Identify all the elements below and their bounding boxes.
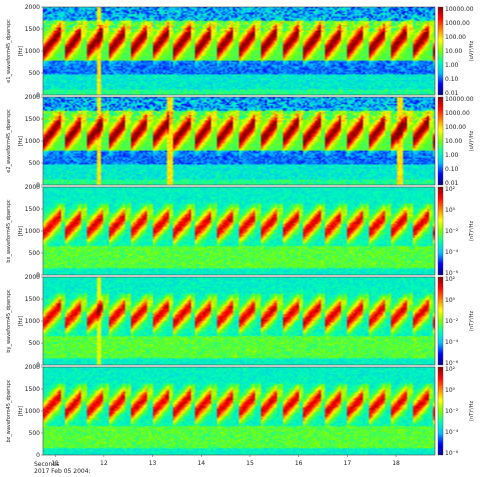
y-tick-label: 0 xyxy=(36,182,40,189)
colorbar xyxy=(437,186,444,276)
colorbar-unit-label: (uV)²/Hz xyxy=(469,130,475,151)
colorbar xyxy=(437,6,444,96)
colorbar-tick-label: 0.01 xyxy=(445,90,459,97)
colorbar-tick-label: 10⁻⁶ xyxy=(445,450,459,457)
spectrogram-panel-image xyxy=(43,7,435,95)
colorbar-tick-label: 10000.00 xyxy=(445,6,474,13)
colorbar xyxy=(437,366,444,456)
colorbar-tick-label: 1000.00 xyxy=(445,20,470,27)
colorbar-tick-label: 10⁻⁶ xyxy=(445,270,459,277)
x-tick-label: 13 xyxy=(149,460,157,467)
colorbar-tick-label: 10.00 xyxy=(445,138,462,145)
x-tick-label: 12 xyxy=(100,460,108,467)
x-tick-label: 18 xyxy=(392,460,400,467)
spectrogram-panel-image xyxy=(43,97,435,185)
spectrogram-panel-image xyxy=(43,367,435,455)
colorbar-tick-label: 1000.00 xyxy=(445,110,470,117)
colorbar-tick-label: 1.00 xyxy=(445,152,459,159)
colorbar-tick-label: 10⁻⁴ xyxy=(445,339,459,346)
colorbar-tick-label: 10⁻² xyxy=(445,408,459,415)
y-axis-label: [Hz] xyxy=(18,136,24,146)
panel-name-label: bx_waveform45_dpwrspc xyxy=(6,199,12,263)
y-axis-label: [Hz] xyxy=(18,406,24,416)
colorbar-tick-label: 10.00 xyxy=(445,48,462,55)
colorbar-tick-label: 10² xyxy=(445,186,456,193)
y-tick-label: 0 xyxy=(36,272,40,279)
y-tick-label: 2000 xyxy=(25,94,40,101)
x-tick-label: 16 xyxy=(295,460,303,467)
colorbar-tick-label: 0.01 xyxy=(445,180,459,187)
colorbar-unit-label: (nT)²/Hz xyxy=(469,401,475,422)
y-tick-label: 2000 xyxy=(25,274,40,281)
y-tick-label: 1000 xyxy=(25,318,40,325)
x-axis-date: 2017 Feb 05 2004: xyxy=(34,468,91,475)
colorbar xyxy=(437,276,444,366)
x-tick-label: 17 xyxy=(344,460,352,467)
y-tick-label: 1500 xyxy=(25,116,40,123)
y-axis-label: [Hz] xyxy=(18,316,24,326)
x-axis-title: Seconds xyxy=(34,461,60,468)
spectrogram-panel-image xyxy=(43,187,435,275)
y-tick-label: 2000 xyxy=(25,184,40,191)
colorbar-unit-label: (nT)²/Hz xyxy=(469,221,475,242)
colorbar-tick-label: 10⁻⁶ xyxy=(445,360,459,367)
panel-name-label: e1_waveform45_dpwrspc xyxy=(6,19,12,83)
y-tick-label: 1500 xyxy=(25,26,40,33)
colorbar-tick-label: 100.00 xyxy=(445,34,466,41)
panel-name-label: bz_waveform45_dpwrspc xyxy=(6,379,12,442)
panel-name-label: e2_waveform45_dpwrspc xyxy=(6,109,12,173)
colorbar-tick-label: 10⁰ xyxy=(445,207,456,214)
y-tick-label: 1500 xyxy=(25,386,40,393)
colorbar-unit-label: (uV)²/Hz xyxy=(469,40,475,61)
colorbar-tick-label: 100.00 xyxy=(445,124,466,131)
y-tick-label: 1000 xyxy=(25,138,40,145)
colorbar-tick-label: 1.00 xyxy=(445,62,459,69)
y-tick-label: 500 xyxy=(29,250,41,257)
y-tick-label: 500 xyxy=(29,340,41,347)
y-tick-label: 500 xyxy=(29,430,41,437)
colorbar-tick-label: 10² xyxy=(445,276,456,283)
y-tick-label: 2000 xyxy=(25,364,40,371)
colorbar-tick-label: 0.10 xyxy=(445,76,459,83)
colorbar-tick-label: 10⁰ xyxy=(445,297,456,304)
y-tick-label: 500 xyxy=(29,70,41,77)
colorbar-tick-label: 10⁻⁴ xyxy=(445,249,459,256)
colorbar-tick-label: 10⁻² xyxy=(445,318,459,325)
colorbar-tick-label: 10⁻² xyxy=(445,228,459,235)
y-tick-label: 2000 xyxy=(25,4,40,11)
y-tick-label: 1000 xyxy=(25,408,40,415)
colorbar-tick-label: 10000.00 xyxy=(445,96,474,103)
panel-name-label: by_waveform45_dpwrspc xyxy=(6,289,12,353)
colorbar-tick-label: 10² xyxy=(445,366,456,373)
x-tick-label: 14 xyxy=(197,460,205,467)
y-tick-label: 500 xyxy=(29,160,41,167)
colorbar-unit-label: (nT)²/Hz xyxy=(469,311,475,332)
y-tick-label: 0 xyxy=(36,362,40,369)
y-tick-label: 0 xyxy=(36,452,40,459)
colorbar-tick-label: 10⁻⁴ xyxy=(445,429,459,436)
x-tick-label: 11 xyxy=(51,460,59,467)
y-tick-label: 1500 xyxy=(25,296,40,303)
y-axis-label: [Hz] xyxy=(18,226,24,236)
spectrogram-panel-image xyxy=(43,277,435,365)
colorbar-tick-label: 10⁰ xyxy=(445,387,456,394)
y-tick-label: 0 xyxy=(36,92,40,99)
x-tick-label: 15 xyxy=(246,460,254,467)
y-tick-label: 1500 xyxy=(25,206,40,213)
y-axis-label: [Hz] xyxy=(18,46,24,56)
colorbar-tick-label: 0.10 xyxy=(445,166,459,173)
y-tick-label: 1000 xyxy=(25,48,40,55)
colorbar xyxy=(437,96,444,186)
y-tick-label: 1000 xyxy=(25,228,40,235)
